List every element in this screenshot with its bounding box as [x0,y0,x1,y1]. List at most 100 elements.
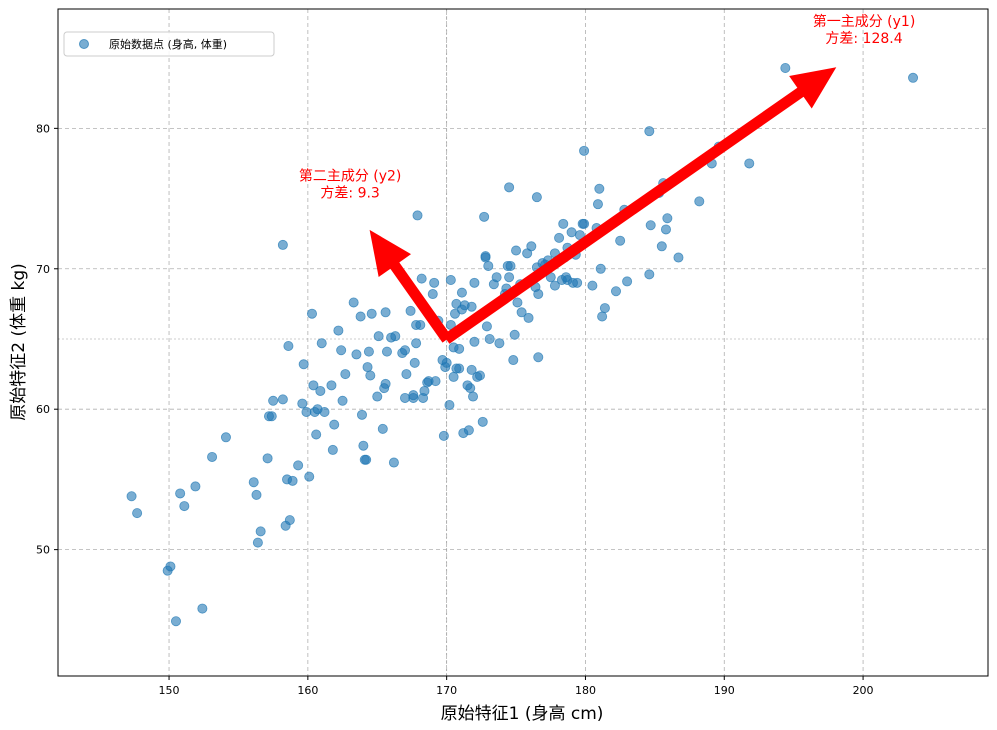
data-point [504,182,515,193]
data-point [780,62,791,73]
pc1-label: 第一主成分 (y1) [813,13,916,30]
data-point [165,561,176,572]
data-point [466,301,477,312]
data-point [411,338,422,349]
data-point [255,526,266,537]
data-point [463,425,474,436]
data-point [448,371,459,382]
data-point [429,277,440,288]
data-point [355,311,366,322]
pc1-arrow [443,67,837,344]
data-point [326,380,337,391]
data-point [523,312,534,323]
data-point [362,362,373,373]
y-tick-label: 70 [36,263,50,276]
data-point [251,489,262,500]
data-point [197,603,208,614]
data-point [526,241,537,252]
data-point [377,423,388,434]
data-point [126,491,137,502]
data-point [170,616,181,627]
data-point [466,364,477,375]
data-point [415,319,426,330]
x-tick-label: 160 [297,684,318,697]
data-point [388,457,399,468]
data-point [587,280,598,291]
y-tick-label: 60 [36,403,50,416]
data-point [477,416,488,427]
data-point [484,333,495,344]
data-point [427,289,438,300]
data-point [297,398,308,409]
data-point [400,392,411,403]
data-point [533,352,544,363]
data-point [531,192,542,203]
data-point [408,390,419,401]
data-point [558,218,569,229]
data-point [284,515,295,526]
x-tick-label: 150 [159,684,180,697]
y-axis-label: 原始特征2 (体重 kg) [9,263,29,421]
data-point [479,211,490,222]
data-point [356,409,367,420]
data-point [327,444,338,455]
data-point [308,380,319,391]
data-point [132,508,143,519]
data-point [190,481,201,492]
data-point [516,307,527,318]
data-point [673,252,684,263]
y-tick-label: 80 [36,122,50,135]
data-point [430,376,441,387]
data-point [592,199,603,210]
data-point [287,475,298,486]
x-axis-label: 原始特征1 (身高 cm) [441,704,604,724]
data-point [268,395,279,406]
data-point [454,343,465,354]
data-point [363,346,374,357]
data-point [207,451,218,462]
x-tick-label: 200 [853,684,874,697]
data-point [336,345,347,356]
data-point [468,391,479,402]
data-point [444,399,455,410]
grid [58,9,988,676]
data-point [508,355,519,366]
data-point [744,158,755,169]
axis-ticks: 150 160 170 180 190 200 50 60 70 80 [36,122,874,697]
data-point [283,341,294,352]
data-point [622,276,633,287]
pc1-variance: 方差: 128.4 [825,31,902,47]
data-point [301,407,312,418]
data-point [358,440,369,451]
data-point [441,357,452,368]
data-point [504,272,515,283]
data-point [333,325,344,336]
data-point [329,419,340,430]
data-point [307,308,318,319]
data-point [454,363,465,374]
data-point [277,394,288,405]
data-point [311,429,322,440]
pc2-label: 第二主成分 (y2) [299,167,402,184]
data-point [293,460,304,471]
data-point [409,357,420,368]
data-point [491,272,502,283]
data-point [175,488,186,499]
data-point [277,239,288,250]
data-point [348,297,359,308]
legend: 原始数据点 (身高, 体重) [63,31,275,57]
data-point [645,220,656,231]
data-point [373,331,384,342]
data-point [483,260,494,271]
data-point [405,305,416,316]
data-point [509,329,520,340]
data-point [262,453,273,464]
data-point [579,145,590,156]
data-point [220,432,231,443]
x-tick-label: 180 [575,684,596,697]
data-point [594,183,605,194]
legend-marker [79,39,89,49]
data-point [595,263,606,274]
pc2-arrow [369,229,452,343]
data-point [644,269,655,280]
